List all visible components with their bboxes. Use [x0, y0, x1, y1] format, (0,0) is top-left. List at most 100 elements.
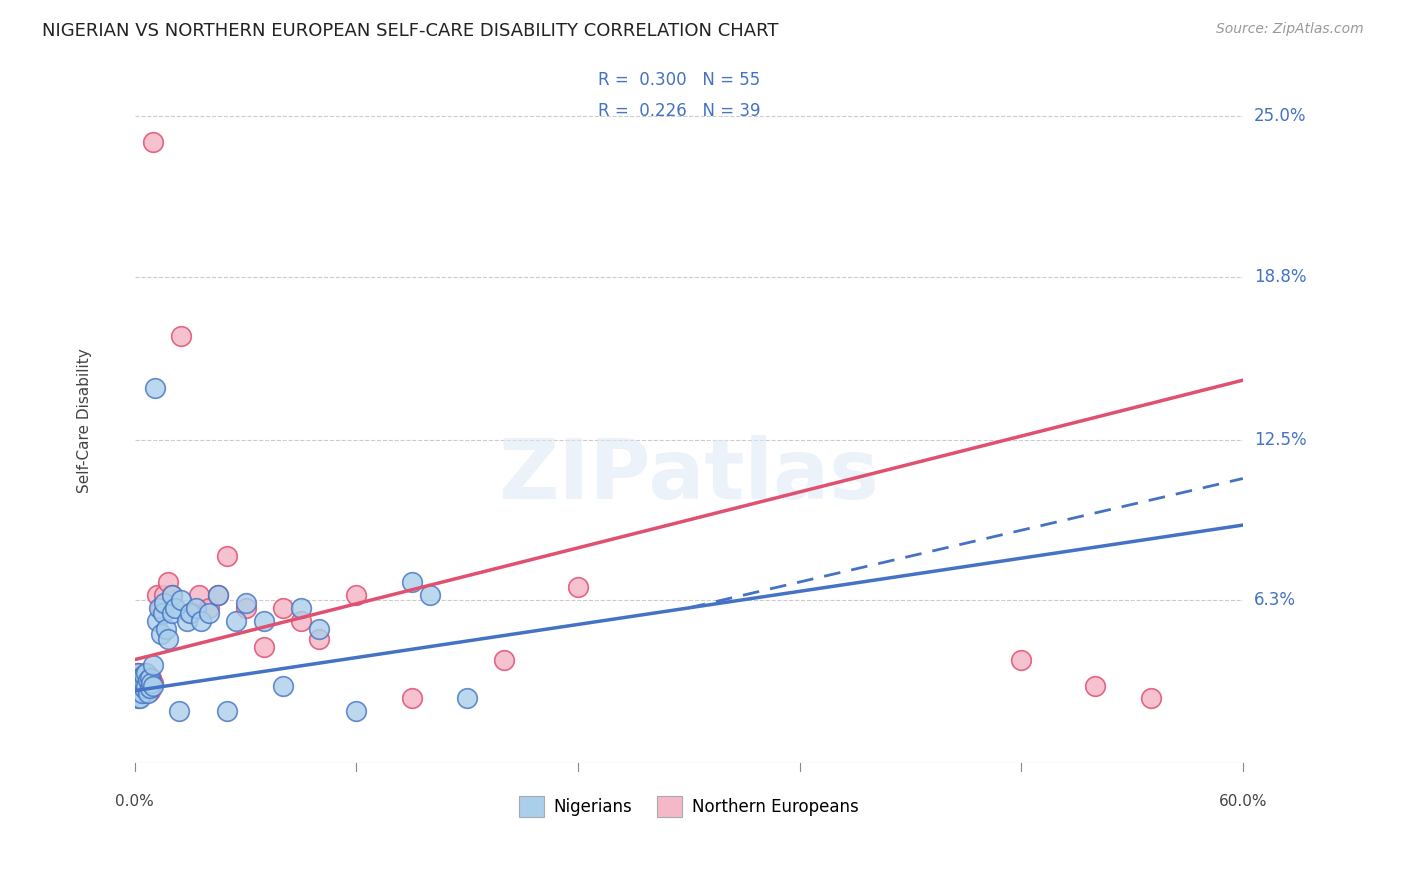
Point	[141, 676, 163, 690]
Point	[128, 691, 150, 706]
Point	[190, 614, 212, 628]
Point	[271, 600, 294, 615]
Point	[132, 676, 155, 690]
Point	[290, 614, 312, 628]
Point	[401, 691, 423, 706]
Point	[132, 683, 155, 698]
Point	[129, 676, 152, 690]
Point	[165, 600, 187, 615]
Point	[188, 588, 211, 602]
Point	[149, 600, 172, 615]
Point	[136, 686, 159, 700]
Text: ZIPatlas: ZIPatlas	[498, 434, 879, 516]
Point	[149, 626, 172, 640]
Point	[142, 135, 165, 149]
Point	[131, 686, 153, 700]
Point	[131, 671, 153, 685]
Point	[346, 705, 368, 719]
Point	[346, 588, 368, 602]
Point	[567, 580, 589, 594]
Point	[167, 705, 190, 719]
Point	[207, 588, 229, 602]
Point	[132, 665, 155, 680]
Point	[157, 574, 180, 589]
Point	[129, 671, 152, 685]
Point	[160, 588, 183, 602]
Point	[253, 640, 276, 654]
Point	[176, 614, 198, 628]
Point	[143, 381, 166, 395]
Point	[135, 665, 157, 680]
Text: Source: ZipAtlas.com: Source: ZipAtlas.com	[1216, 22, 1364, 37]
Point	[148, 600, 170, 615]
Point	[179, 606, 201, 620]
Point	[207, 588, 229, 602]
Point	[217, 549, 239, 563]
Text: 18.8%: 18.8%	[1254, 268, 1306, 285]
Point	[146, 614, 169, 628]
Text: 0.0%: 0.0%	[115, 794, 155, 809]
Point	[128, 683, 150, 698]
Point	[129, 691, 152, 706]
Point	[125, 665, 148, 680]
Point	[217, 705, 239, 719]
Point	[160, 588, 183, 602]
Text: Self-Care Disability: Self-Care Disability	[77, 348, 93, 492]
Point	[129, 679, 152, 693]
Text: R =  0.300   N = 55: R = 0.300 N = 55	[598, 71, 759, 89]
Point	[131, 679, 153, 693]
Point	[141, 671, 163, 685]
Point	[129, 686, 152, 700]
Point	[235, 596, 257, 610]
Point	[138, 683, 160, 698]
Point	[1084, 679, 1107, 693]
Point	[142, 676, 165, 690]
Point	[135, 679, 157, 693]
Point	[138, 681, 160, 695]
Point	[290, 600, 312, 615]
Text: NIGERIAN VS NORTHERN EUROPEAN SELF-CARE DISABILITY CORRELATION CHART: NIGERIAN VS NORTHERN EUROPEAN SELF-CARE …	[42, 22, 779, 40]
Point	[494, 652, 516, 666]
Point	[146, 588, 169, 602]
Point	[128, 673, 150, 688]
Point	[125, 679, 148, 693]
Point	[1139, 691, 1161, 706]
Point	[153, 588, 176, 602]
Point	[271, 679, 294, 693]
Point	[419, 588, 441, 602]
Text: 6.3%: 6.3%	[1254, 591, 1296, 609]
Point	[253, 614, 276, 628]
Text: 25.0%: 25.0%	[1254, 107, 1306, 125]
Point	[131, 673, 153, 688]
Point	[125, 671, 148, 685]
Point	[184, 600, 207, 615]
Point	[132, 668, 155, 682]
Point	[308, 622, 330, 636]
Point	[308, 632, 330, 646]
Point	[152, 606, 174, 620]
Point	[135, 679, 157, 693]
Point	[125, 679, 148, 693]
Point	[153, 596, 176, 610]
Point	[128, 679, 150, 693]
Point	[160, 606, 183, 620]
Point	[132, 681, 155, 695]
Point	[170, 593, 193, 607]
Point	[136, 673, 159, 688]
Point	[179, 606, 201, 620]
Point	[1010, 652, 1032, 666]
Text: R =  0.226   N = 39: R = 0.226 N = 39	[598, 103, 761, 120]
Point	[197, 600, 219, 615]
Point	[170, 329, 193, 343]
Point	[456, 691, 478, 706]
Point	[136, 673, 159, 688]
Point	[142, 679, 165, 693]
Legend: Nigerians, Northern Europeans: Nigerians, Northern Europeans	[512, 789, 866, 823]
Point	[142, 657, 165, 672]
Point	[138, 671, 160, 685]
Point	[131, 676, 153, 690]
Point	[128, 665, 150, 680]
Point	[155, 622, 177, 636]
Point	[157, 632, 180, 646]
Point	[225, 614, 247, 628]
